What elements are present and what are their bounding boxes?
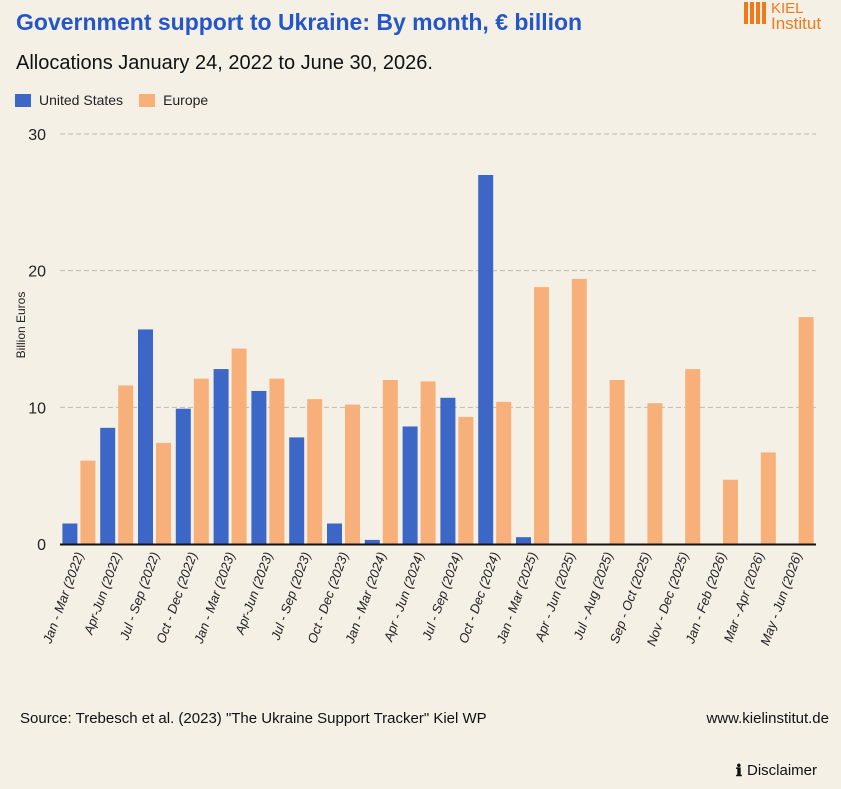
- kiel-institut-logo[interactable]: KIEL Institut: [744, 0, 840, 36]
- x-tick-label: Apr - Jun (2024): [380, 550, 427, 644]
- bar-europe[interactable]: [118, 385, 134, 544]
- y-tick-label: 20: [28, 264, 46, 281]
- bar-europe[interactable]: [345, 404, 360, 544]
- legend-label-united-states: United States: [39, 92, 124, 108]
- chart-title: Government support to Ukraine: By month,…: [16, 9, 583, 35]
- bar-united-states[interactable]: [289, 437, 305, 544]
- y-tick-label: 0: [37, 537, 46, 554]
- bar-europe[interactable]: [609, 380, 625, 544]
- bar-united-states[interactable]: [138, 329, 153, 544]
- bar-europe[interactable]: [269, 378, 285, 544]
- source-note: Source: Trebesch et al. (2023) "The Ukra…: [20, 710, 487, 727]
- bar-europe[interactable]: [420, 381, 436, 544]
- bar-europe[interactable]: [458, 416, 474, 544]
- logo-line1: KIEL: [771, 0, 804, 17]
- disclaimer-link[interactable]: ℹ Disclaimer: [736, 761, 817, 780]
- x-tick-label: Jan - Mar (2023): [191, 550, 238, 646]
- logo-bars-icon: [744, 2, 766, 24]
- disclaimer-label: Disclaimer: [746, 762, 817, 779]
- legend-label-europe: Europe: [163, 92, 209, 108]
- bar-europe[interactable]: [382, 380, 398, 544]
- bar-europe[interactable]: [760, 452, 776, 544]
- bar-europe[interactable]: [307, 399, 323, 544]
- bar-united-states[interactable]: [327, 523, 342, 545]
- bar-united-states[interactable]: [516, 537, 531, 544]
- bar-united-states[interactable]: [478, 175, 494, 544]
- bar-europe[interactable]: [571, 278, 587, 544]
- bar-united-states[interactable]: [100, 427, 116, 544]
- chart-legend: United States Europe: [15, 92, 224, 108]
- bar-europe[interactable]: [156, 442, 171, 544]
- x-tick-label: Jul - Sep (2022): [116, 550, 162, 643]
- bar-europe[interactable]: [496, 401, 512, 544]
- x-tick-label: Jan - Mar (2022): [39, 550, 86, 646]
- legend-item-europe[interactable]: Europe: [139, 92, 208, 108]
- bar-united-states[interactable]: [402, 426, 418, 544]
- y-tick-label: 10: [28, 400, 46, 417]
- y-axis-label: Billion Euros: [14, 292, 28, 359]
- x-tick-label: Jul - Sep (2024): [419, 550, 465, 643]
- legend-swatch-europe: [139, 93, 156, 107]
- chart-subtitle: Allocations January 24, 2022 to June 30,…: [16, 52, 433, 74]
- bar-united-states[interactable]: [440, 397, 456, 544]
- x-tick-label: Oct - Dec (2022): [153, 550, 200, 645]
- legend-item-united-states[interactable]: United States: [15, 92, 123, 108]
- info-icon: ℹ: [735, 761, 742, 780]
- y-tick-label: 30: [28, 127, 46, 144]
- x-tick-label: May - Jun (2026): [757, 550, 805, 647]
- x-tick-label: Apr-Jun (2023): [232, 550, 276, 637]
- bar-europe[interactable]: [231, 348, 247, 544]
- x-tick-label: Jul - Sep (2023): [267, 550, 313, 643]
- bar-europe[interactable]: [80, 460, 96, 544]
- bar-united-states[interactable]: [251, 390, 267, 544]
- bar-europe[interactable]: [685, 369, 701, 544]
- bar-europe[interactable]: [723, 479, 738, 544]
- website-link[interactable]: www.kielinstitut.de: [706, 710, 829, 727]
- bar-united-states[interactable]: [364, 539, 380, 544]
- x-tick-label: Apr - Jun (2025): [532, 550, 579, 644]
- bar-united-states[interactable]: [175, 408, 191, 544]
- bar-europe[interactable]: [798, 317, 814, 544]
- logo-line2: Institut: [771, 14, 821, 33]
- x-tick-label: Jul - Aug (2025): [570, 550, 616, 643]
- bar-united-states[interactable]: [213, 369, 229, 544]
- x-tick-label: Sep - Oct (2025): [607, 550, 654, 645]
- x-tick-label: Oct - Dec (2024): [456, 550, 503, 645]
- x-tick-label: Oct - Dec (2023): [304, 550, 351, 645]
- bar-europe[interactable]: [534, 287, 549, 544]
- x-tick-label: Mar - Apr (2026): [721, 550, 768, 644]
- x-tick-label: Apr-Jun (2022): [81, 550, 125, 637]
- legend-swatch-united-states: [15, 93, 31, 107]
- bar-united-states[interactable]: [62, 523, 78, 545]
- bar-europe[interactable]: [647, 403, 663, 544]
- bar-europe[interactable]: [193, 378, 209, 544]
